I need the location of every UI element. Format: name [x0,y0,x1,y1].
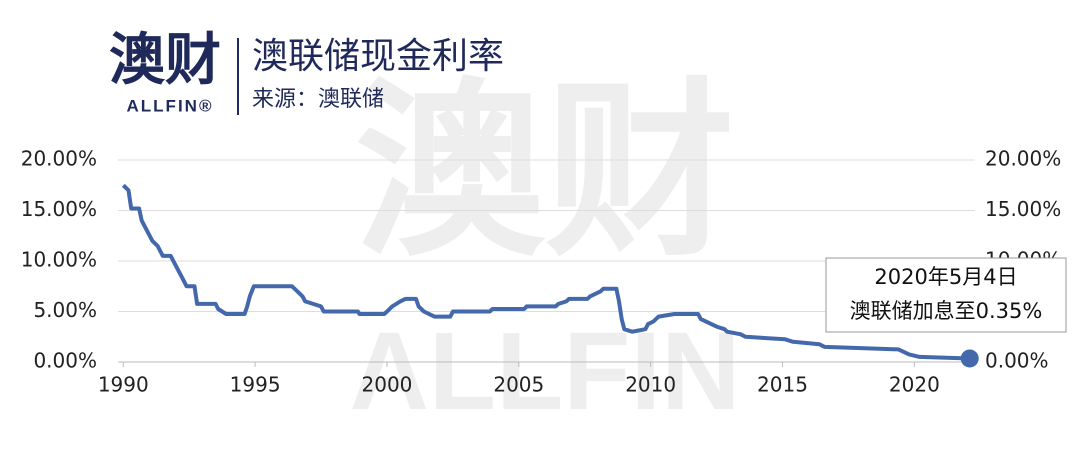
y-tick-label: 0.00% [33,349,97,373]
x-tick-label: 2020 [889,373,940,397]
annotation: 澳联储加息至0.35% [850,299,1043,323]
x-tick-label: 1990 [98,373,149,397]
watermark-mark: 澳财 [355,61,735,282]
watermark-brand: ALLFIN [349,310,740,433]
y-tick-label: 10.00% [21,248,97,272]
y2-tick-label: 15.00% [985,197,1061,221]
chart-title: 澳联储现金利率 [252,36,504,77]
y-tick-label: 15.00% [21,197,97,221]
x-tick-label: 2005 [493,373,544,397]
y-tick-label: 5.00% [33,298,97,322]
x-tick-label: 1995 [230,373,281,397]
y2-tick-label: 0.00% [985,349,1049,373]
watermark: 澳财 ALLFIN [349,61,740,433]
y2-tick-label: 20.00% [985,147,1061,171]
y-tick-label: 20.00% [21,147,97,171]
x-tick-label: 2015 [757,373,808,397]
logo-mark: 澳财 [109,28,221,93]
annotation-box [825,257,1067,333]
logo-brand: ALLFIN® [127,96,214,115]
annotation: 2020年5月4日 [874,265,1017,289]
rate-line [121,183,970,361]
x-tick-label: 2010 [625,373,676,397]
chart-subtitle: 来源：澳联储 [252,87,384,112]
x-tick-label: 2000 [362,373,413,397]
end-marker [960,349,979,368]
